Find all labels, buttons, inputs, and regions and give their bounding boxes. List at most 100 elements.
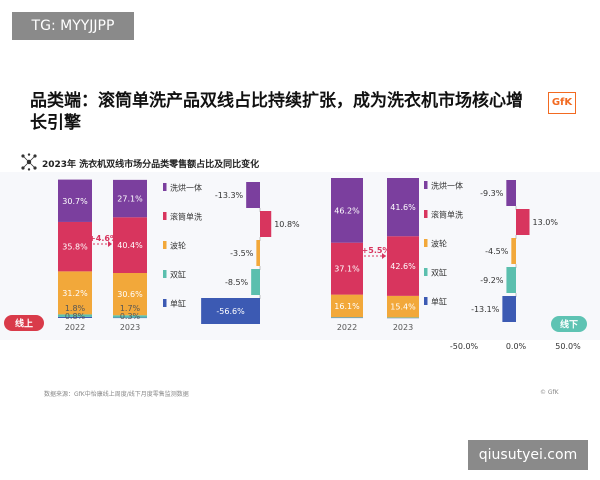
bar-线下-2022-滚筒单洗 <box>331 242 363 295</box>
legend-swatch-线下-双缸 <box>424 268 428 276</box>
x-tick-2: 50.0% <box>555 342 581 351</box>
bar-label-线下-2022-波轮: 16.1% <box>334 302 360 311</box>
bar-label-线上-2022-波轮: 31.2% <box>62 289 88 298</box>
yoy-label-线下-波轮: -4.5% <box>485 247 509 256</box>
bar-线上-2022-洗烘一体 <box>58 179 92 222</box>
bar-label-线上-2022-双缸: 1.8% <box>65 304 86 313</box>
legend-swatch-线上-单缸 <box>163 299 167 307</box>
bar-线上-2022-波轮 <box>58 271 92 315</box>
yoy-bar-线下-单缸 <box>502 296 516 322</box>
bar-线上-2023-双缸 <box>113 315 147 318</box>
bar-label-线下-2022-滚筒单洗: 37.1% <box>334 265 360 274</box>
legend-label-线上-滚筒单洗: 滚筒单洗 <box>170 212 202 222</box>
bar-label-线上-2023-滚筒单洗: 40.4% <box>117 241 143 250</box>
legend-swatch-线上-滚筒单洗 <box>163 212 167 220</box>
bar-线上-2022-双缸 <box>58 314 92 317</box>
bar-线上-2023-单缸 <box>113 317 147 319</box>
yoy-bar-线上-波轮 <box>256 240 260 266</box>
footer-source: 数据来源：GfK中怡康线上周度/线下月度零售监测数据 <box>44 391 189 398</box>
yoy-bar-线下-滚筒单洗 <box>516 209 530 235</box>
bar-label-线上-2023-波轮: 30.6% <box>117 290 143 299</box>
bar-线下-2023-波轮 <box>387 295 419 318</box>
bar-线上-2023-波轮 <box>113 273 147 316</box>
growth-annotation-线上: +4.6% <box>89 234 118 243</box>
legend-label-线上-波轮: 波轮 <box>170 241 186 251</box>
channel-badge-label-线上: 线上 <box>15 318 33 330</box>
gfk-logo: GfK <box>548 92 576 114</box>
channel-badge-线上 <box>4 315 44 331</box>
bar-label-线下-2023-波轮: 15.4% <box>390 303 416 312</box>
watermark-bottom: qiusutyei.com <box>468 440 588 470</box>
yoy-label-线上-滚筒单洗: 10.8% <box>274 220 300 229</box>
bar-线下-2023-滚筒单洗 <box>387 236 419 296</box>
bar-label-线下-2023-滚筒单洗: 42.6% <box>390 262 416 271</box>
channel-badge-label-线下: 线下 <box>560 319 578 331</box>
growth-annotation-线下: +5.5% <box>362 246 391 255</box>
yoy-bar-线上-单缸 <box>201 298 260 324</box>
growth-arrowhead-线上 <box>108 241 112 247</box>
legend-label-线下-洗烘一体: 洗烘一体 <box>431 181 463 191</box>
legend-swatch-线下-滚筒单洗 <box>424 210 428 218</box>
legend-label-线下-双缸: 双缸 <box>431 268 447 278</box>
chart-area <box>0 172 600 340</box>
yoy-label-线下-单缸: -13.1% <box>471 305 500 314</box>
bar-线上-2022-滚筒单洗 <box>58 221 92 272</box>
year-label-线上-2023: 2023 <box>120 323 140 332</box>
bar-label-线下-2022-洗烘一体: 46.2% <box>334 206 360 215</box>
legend-label-线下-波轮: 波轮 <box>431 239 447 249</box>
bar-线上-2022-单缸 <box>58 316 92 318</box>
yoy-bar-线下-波轮 <box>511 238 516 264</box>
yoy-label-线上-单缸: -56.6% <box>216 307 245 316</box>
yoy-bar-线上-双缸 <box>251 269 260 295</box>
bar-线下-2023-双缸 <box>387 317 419 318</box>
bar-线下-2022-单缸 <box>331 317 363 319</box>
bar-label-线下-2023-洗烘一体: 41.6% <box>390 203 416 212</box>
watermark-top: TG: MYYJJPP <box>12 12 134 40</box>
bar-线上-2023-滚筒单洗 <box>113 217 147 274</box>
bar-label-线上-2022-滚筒单洗: 35.8% <box>62 243 88 252</box>
legend-label-线上-洗烘一体: 洗烘一体 <box>170 183 202 193</box>
year-label-线上-2022: 2022 <box>65 323 85 332</box>
legend-label-线下-滚筒单洗: 滚筒单洗 <box>431 210 463 220</box>
yoy-label-线下-洗烘一体: -9.3% <box>480 189 504 198</box>
yoy-bar-线下-双缸 <box>506 267 516 293</box>
bar-label-线上-2023-双缸: 1.7% <box>120 304 141 313</box>
page-title: 品类端：滚筒单洗产品双线占比持续扩张，成为洗衣机市场核心增长引擎 <box>30 91 523 133</box>
chart-subtitle: 2023年 洗衣机双线市场分品类零售额占比及同比变化 <box>42 160 260 170</box>
growth-arrowhead-线下 <box>382 253 386 259</box>
yoy-bar-线上-滚筒单洗 <box>260 211 272 237</box>
legend-swatch-线下-波轮 <box>424 239 428 247</box>
yoy-bar-线下-洗烘一体 <box>506 180 516 206</box>
bar-线下-2022-洗烘一体 <box>331 178 363 243</box>
legend-label-线下-单缸: 单缸 <box>431 297 447 307</box>
yoy-label-线上-波轮: -3.5% <box>230 249 254 258</box>
x-tick-1: 0.0% <box>506 342 527 351</box>
bar-线下-2023-单缸 <box>387 317 419 319</box>
legend-swatch-线下-单缸 <box>424 297 428 305</box>
x-tick-0: -50.0% <box>450 342 479 351</box>
yoy-label-线上-洗烘一体: -13.3% <box>215 191 244 200</box>
legend-swatch-线上-洗烘一体 <box>163 183 167 191</box>
bar-label-线上-2023-单缸: 0.3% <box>120 312 141 321</box>
yoy-label-线上-双缸: -8.5% <box>225 278 249 287</box>
network-icon <box>21 153 37 171</box>
bar-label-线上-2022-洗烘一体: 30.7% <box>62 197 88 206</box>
bar-线下-2022-双缸 <box>331 317 363 318</box>
yoy-bar-线上-洗烘一体 <box>246 182 260 208</box>
legend-swatch-线上-波轮 <box>163 241 167 249</box>
bar-label-线上-2022-单缸: 0.8% <box>65 312 86 321</box>
bar-线下-2022-波轮 <box>331 294 363 318</box>
year-label-线下-2022: 2022 <box>337 323 357 332</box>
bar-线下-2023-洗烘一体 <box>387 178 419 237</box>
legend-label-线上-双缸: 双缸 <box>170 270 186 280</box>
legend-swatch-线下-洗烘一体 <box>424 181 428 189</box>
yoy-label-线下-滚筒单洗: 13.0% <box>533 218 559 227</box>
legend-swatch-线上-双缸 <box>163 270 167 278</box>
footer-copyright: © GfK <box>540 389 559 396</box>
bar-线上-2023-洗烘一体 <box>113 179 147 218</box>
bar-label-线上-2023-洗烘一体: 27.1% <box>117 195 143 204</box>
yoy-label-线下-双缸: -9.2% <box>480 276 504 285</box>
legend-label-线上-单缸: 单缸 <box>170 299 186 309</box>
channel-badge-线下 <box>551 316 587 332</box>
